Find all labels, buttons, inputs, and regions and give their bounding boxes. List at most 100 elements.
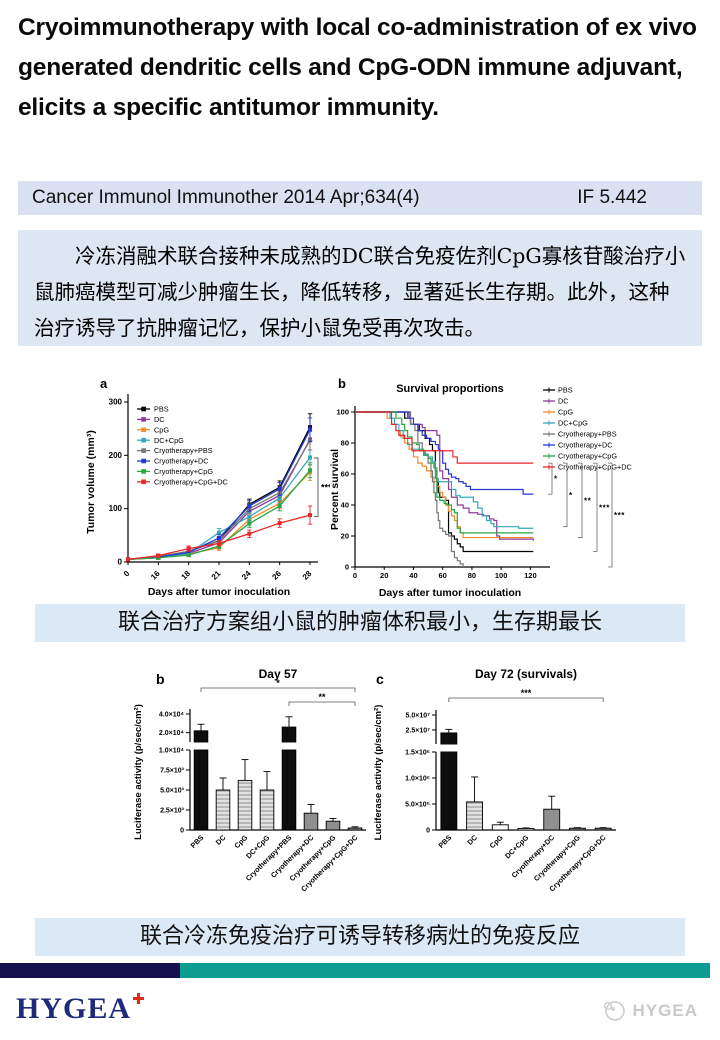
svg-text:Cryotherapy+CpG+DC: Cryotherapy+CpG+DC xyxy=(154,477,228,486)
svg-text:DC: DC xyxy=(154,415,165,424)
svg-text:Survival proportions: Survival proportions xyxy=(396,383,504,395)
svg-text:16: 16 xyxy=(149,569,162,582)
svg-text:Cryotherapy+DC: Cryotherapy+DC xyxy=(154,457,209,466)
svg-text:*: * xyxy=(569,491,573,500)
svg-text:200: 200 xyxy=(109,451,123,460)
svg-text:80: 80 xyxy=(341,439,349,448)
svg-text:0: 0 xyxy=(180,828,184,835)
svg-text:***: *** xyxy=(599,503,610,512)
svg-text:60: 60 xyxy=(341,470,349,479)
journal-reference: Cancer Immunol Immunother 2014 Apr;634(4… xyxy=(32,187,420,208)
svg-text:DC: DC xyxy=(214,833,228,847)
svg-text:DC: DC xyxy=(465,833,479,847)
svg-text:0: 0 xyxy=(345,563,349,572)
svg-text:Luciferase activity (p/sec/cm²: Luciferase activity (p/sec/cm²) xyxy=(133,704,144,840)
svg-text:Cryotherapy+PBS: Cryotherapy+PBS xyxy=(558,430,617,439)
svg-text:28: 28 xyxy=(301,569,314,582)
svg-text:0: 0 xyxy=(118,558,123,567)
caption-tumor-survival: 联合治疗方案组小鼠的肿瘤体积最小，生存期最长 xyxy=(35,604,685,642)
svg-text:Day 57: Day 57 xyxy=(259,667,298,681)
svg-text:7.5×10³: 7.5×10³ xyxy=(160,768,185,775)
hygea-watermark-icon xyxy=(603,1001,625,1021)
svg-text:Percent survival: Percent survival xyxy=(330,449,341,530)
svg-text:Cryotherapy+DC: Cryotherapy+DC xyxy=(558,441,613,450)
svg-text:b: b xyxy=(338,376,346,391)
svg-text:c: c xyxy=(376,671,384,687)
svg-text:100: 100 xyxy=(495,571,508,580)
svg-text:*: * xyxy=(276,678,280,688)
svg-text:40: 40 xyxy=(409,571,417,580)
svg-text:CpG: CpG xyxy=(154,425,169,434)
svg-text:**: ** xyxy=(584,496,592,505)
svg-text:Cryotherapy+CpG: Cryotherapy+CpG xyxy=(558,452,617,461)
svg-text:80: 80 xyxy=(468,571,476,580)
svg-text:***: *** xyxy=(614,511,625,520)
svg-text:PBS: PBS xyxy=(154,405,169,414)
svg-text:Cryotherapy+CpG: Cryotherapy+CpG xyxy=(154,467,213,476)
svg-text:0: 0 xyxy=(122,569,132,579)
svg-text:PBS: PBS xyxy=(436,833,453,850)
survival-chart: b Survival proportions 0 20 40 60 80 100 0 20 40 60… xyxy=(330,372,675,602)
svg-text:**: ** xyxy=(318,692,326,702)
svg-text:100: 100 xyxy=(109,504,123,513)
svg-text:DC: DC xyxy=(558,397,569,406)
svg-text:100: 100 xyxy=(336,408,349,417)
svg-text:24: 24 xyxy=(240,569,253,582)
svg-text:PBS: PBS xyxy=(558,386,573,395)
svg-text:2.5×10³: 2.5×10³ xyxy=(160,808,185,815)
svg-text:CpG: CpG xyxy=(558,408,573,417)
hygea-logo: HYGEA xyxy=(16,992,145,1026)
footer-accent-navy xyxy=(0,963,180,978)
hygea-watermark-text: HYGEA xyxy=(632,1001,698,1020)
svg-text:PBS: PBS xyxy=(189,833,206,850)
svg-text:1.0×10⁶: 1.0×10⁶ xyxy=(405,776,430,783)
svg-text:21: 21 xyxy=(210,569,223,582)
tumor-volume-chart: a 0 100 200 300 0 16 18 21 24 26 28 Days after tumor… xyxy=(80,372,330,602)
svg-text:DC+CpG: DC+CpG xyxy=(154,436,184,445)
svg-text:CpG: CpG xyxy=(488,833,505,850)
svg-text:Days after tumor inoculation: Days after tumor inoculation xyxy=(379,587,521,599)
svg-text:5.0×10⁵: 5.0×10⁵ xyxy=(405,802,430,809)
svg-text:Tumor volume (mm³): Tumor volume (mm³) xyxy=(85,430,97,534)
caption-immune-response: 联合冷冻免疫治疗可诱导转移病灶的免疫反应 xyxy=(35,918,685,956)
abstract-chinese: 冷冻消融术联合接种未成熟的DC联合免疫佐剂CpG寡核苷酸治疗小鼠肺癌模型可减少肿… xyxy=(18,230,702,346)
svg-text:20: 20 xyxy=(380,571,388,580)
svg-text:18: 18 xyxy=(179,569,192,582)
paper-title: Cryoimmunotherapy with local co-administ… xyxy=(18,14,697,121)
svg-text:Luciferase activity (p/sec/cm²: Luciferase activity (p/sec/cm²) xyxy=(373,705,384,841)
svg-text:0: 0 xyxy=(426,828,430,835)
svg-text:b: b xyxy=(156,671,165,687)
svg-text:120: 120 xyxy=(524,571,537,580)
svg-text:Day 72 (survivals): Day 72 (survivals) xyxy=(475,667,577,681)
hygea-logo-text: HYGEA xyxy=(16,992,132,1025)
footer-accent-teal xyxy=(180,963,710,978)
red-cross-icon xyxy=(133,993,145,1004)
svg-text:0: 0 xyxy=(353,571,357,580)
citation-bar: Cancer Immunol Immunother 2014 Apr;634(4… xyxy=(18,181,702,215)
svg-text:300: 300 xyxy=(109,398,123,407)
svg-text:1.0×10⁴: 1.0×10⁴ xyxy=(159,748,185,755)
svg-text:20: 20 xyxy=(341,532,349,541)
svg-text:Cryotherapy+CpG+DC: Cryotherapy+CpG+DC xyxy=(558,463,632,472)
svg-text:Days after tumor inoculation: Days after tumor inoculation xyxy=(148,586,290,598)
svg-text:4.0×10⁴: 4.0×10⁴ xyxy=(159,712,185,719)
svg-text:DC+CpG: DC+CpG xyxy=(558,419,588,428)
day57-bar-chart: b Day 57 0 2.5×10³ 5.0×10³ 7.5×10³ 1.0×10⁴ 2.0×… xyxy=(128,662,373,910)
svg-text:60: 60 xyxy=(439,571,447,580)
svg-text:5.0×10³: 5.0×10³ xyxy=(160,788,185,795)
svg-text:CpG: CpG xyxy=(232,833,249,850)
day72-bar-chart: c Day 72 (survivals) 0 5.0×10⁵ 1.0×10⁶ 1.5×10… xyxy=(368,662,630,910)
svg-text:***: *** xyxy=(321,482,330,492)
svg-text:***: *** xyxy=(521,688,532,698)
svg-text:2.5×10⁷: 2.5×10⁷ xyxy=(406,727,431,734)
svg-text:40: 40 xyxy=(341,501,349,510)
svg-text:Cryotherapy+PBS: Cryotherapy+PBS xyxy=(154,446,213,455)
svg-text:Cryotherapy+CpG: Cryotherapy+CpG xyxy=(532,833,582,883)
svg-text:26: 26 xyxy=(270,569,283,582)
svg-text:2.0×10⁴: 2.0×10⁴ xyxy=(159,730,185,737)
svg-text:*: * xyxy=(554,475,558,484)
svg-text:1.5×10⁶: 1.5×10⁶ xyxy=(405,750,430,757)
svg-text:5.0×10⁷: 5.0×10⁷ xyxy=(406,713,431,720)
impact-factor: IF 5.442 xyxy=(577,187,647,208)
